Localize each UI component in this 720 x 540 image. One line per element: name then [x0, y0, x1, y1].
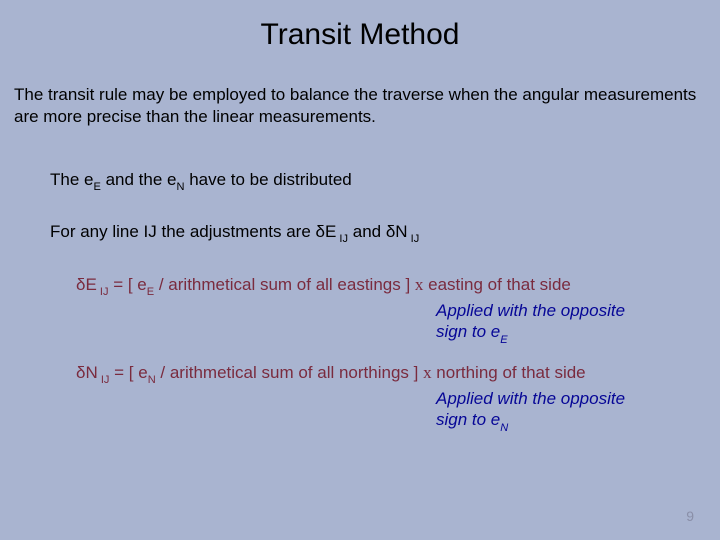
- adjustments-line: For any line IJ the adjustments are δE I…: [50, 222, 419, 244]
- text: easting of that side: [423, 275, 570, 294]
- text: Applied with the opposite: [436, 389, 625, 408]
- text: sign to e: [436, 410, 500, 429]
- subscript-ij: IJ: [97, 286, 109, 298]
- text: The e: [50, 170, 93, 189]
- text: = [ e: [108, 275, 146, 294]
- page-number: 9: [686, 508, 694, 524]
- text: northing of that side: [432, 363, 586, 382]
- text: / arithmetical sum of all northings ]: [156, 363, 423, 382]
- text: N: [395, 222, 407, 241]
- text: N: [85, 363, 97, 382]
- slide-title: Transit Method: [0, 18, 720, 52]
- text: have to be distributed: [184, 170, 351, 189]
- text: and the e: [101, 170, 177, 189]
- subscript-e: E: [93, 181, 100, 193]
- text: For any line IJ the adjustments are: [50, 222, 316, 241]
- delta-e-formula: δE IJ = [ eE / arithmetical sum of all e…: [76, 275, 571, 297]
- subscript-n: N: [176, 181, 184, 193]
- applied-note-e: Applied with the opposite sign to eE: [436, 300, 625, 346]
- intro-paragraph: The transit rule may be employed to bala…: [14, 84, 706, 128]
- slide: Transit Method The transit rule may be e…: [0, 0, 720, 540]
- subscript-ij: IJ: [408, 233, 420, 245]
- text: / arithmetical sum of all eastings ]: [154, 275, 415, 294]
- subscript-ij: IJ: [336, 233, 348, 245]
- text: E: [85, 275, 96, 294]
- subscript-ij: IJ: [98, 374, 110, 386]
- delta: δ: [386, 222, 395, 241]
- text: E: [325, 222, 336, 241]
- delta-n-formula: δN IJ = [ eN / arithmetical sum of all n…: [76, 363, 586, 385]
- text: and: [348, 222, 386, 241]
- text: sign to e: [436, 322, 500, 341]
- subscript-n: N: [500, 422, 508, 434]
- multiply-x: x: [423, 363, 432, 382]
- text: = [ e: [109, 363, 147, 382]
- subscript-n: N: [148, 374, 156, 386]
- applied-note-n: Applied with the opposite sign to eN: [436, 388, 625, 434]
- distribution-line: The eE and the eN have to be distributed: [50, 170, 352, 192]
- delta: δ: [316, 222, 325, 241]
- text: Applied with the opposite: [436, 301, 625, 320]
- subscript-e: E: [147, 286, 154, 298]
- subscript-e: E: [500, 334, 507, 346]
